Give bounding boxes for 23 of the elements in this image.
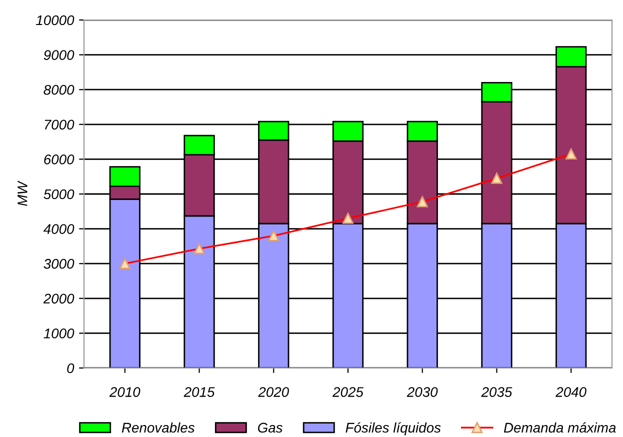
y-tick-label: 8000 xyxy=(44,84,74,95)
x-tick-label: 2035 xyxy=(481,387,512,397)
y-tick-label: 4000 xyxy=(43,224,74,234)
legend-label: Gas xyxy=(258,422,283,433)
y-tick-label: 6000 xyxy=(44,154,74,164)
y-tick-label: 7000 xyxy=(44,120,74,130)
x-tick-label: 2040 xyxy=(556,387,586,397)
y-tick-label: 0 xyxy=(67,363,74,374)
y-tick-label: 9000 xyxy=(44,50,74,60)
x-tick-label: 2020 xyxy=(258,387,289,397)
legend-label: Renovables xyxy=(122,422,195,433)
y-tick-label: 10000 xyxy=(36,15,74,26)
x-tick-label: 2025 xyxy=(332,387,364,397)
y-tick-label: 5000 xyxy=(44,189,74,200)
legend-label: Fósiles líquidos xyxy=(346,422,441,436)
y-tick-label: 2000 xyxy=(43,294,74,304)
x-tick-label: 2015 xyxy=(184,387,215,397)
legend-label: Demanda máxima xyxy=(504,422,616,433)
y-axis-title: MW xyxy=(18,180,28,206)
y-tick-label: 1000 xyxy=(44,328,74,338)
x-tick-label: 2030 xyxy=(406,387,438,397)
y-tick-label: 3000 xyxy=(44,258,74,269)
x-tick-label: 2010 xyxy=(109,387,140,397)
